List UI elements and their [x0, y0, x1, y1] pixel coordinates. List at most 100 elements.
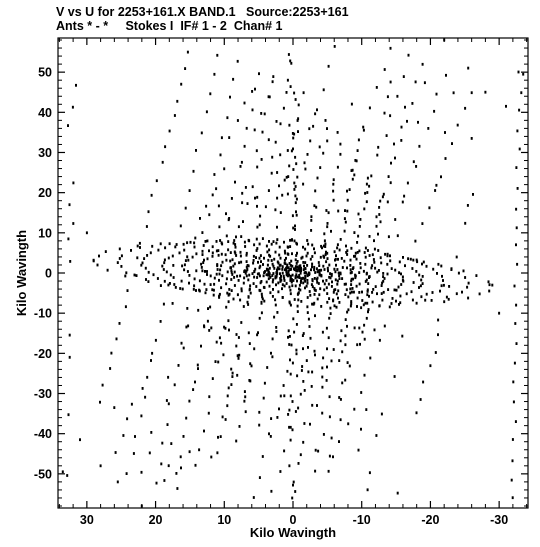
uv-point [365, 182, 368, 186]
uv-point [286, 149, 289, 152]
uv-point [211, 254, 214, 258]
uv-point [198, 288, 201, 292]
uv-point [268, 274, 271, 277]
uv-point [268, 272, 271, 276]
uv-point [255, 256, 257, 259]
uv-point [265, 244, 268, 248]
uv-point [467, 66, 470, 70]
uv-point [269, 276, 272, 279]
uv-point [372, 258, 375, 261]
uv-point [288, 164, 291, 168]
uv-point [263, 256, 265, 260]
uv-point [351, 168, 354, 172]
uv-point [407, 257, 410, 261]
uv-point [316, 176, 319, 180]
uv-point [306, 264, 309, 267]
uv-point [321, 385, 324, 389]
uv-point [414, 80, 417, 84]
uv-point [289, 288, 292, 292]
uv-point [296, 279, 298, 283]
uv-point [248, 342, 251, 345]
uv-point [322, 151, 325, 155]
uv-point [306, 251, 309, 255]
uv-point [271, 280, 274, 284]
uv-point [159, 320, 162, 323]
uv-point [125, 472, 128, 475]
uv-point [411, 102, 414, 105]
uv-point [230, 269, 233, 272]
uv-point [268, 432, 270, 436]
uv-point [347, 308, 350, 312]
uv-point [377, 145, 380, 149]
uv-point [235, 235, 237, 239]
uv-point [350, 300, 353, 303]
uv-point [260, 300, 263, 304]
uv-point [288, 262, 291, 265]
uv-point [441, 274, 443, 278]
uv-point [491, 283, 494, 287]
uv-point [363, 251, 366, 254]
uv-point [350, 283, 353, 286]
uv-point [343, 229, 346, 233]
uv-point [295, 210, 297, 214]
uv-point [389, 181, 392, 185]
uv-point [259, 281, 262, 285]
x-tick-label: 10 [217, 513, 231, 527]
uv-point [240, 287, 243, 291]
uv-point [237, 225, 240, 229]
uv-point [421, 282, 424, 285]
uv-point [400, 272, 402, 276]
uv-point [511, 438, 514, 441]
uv-point [268, 240, 270, 243]
uv-point [286, 252, 289, 256]
uv-point [242, 220, 244, 223]
uv-point [389, 114, 392, 118]
uv-point [299, 264, 302, 268]
uv-point [279, 394, 282, 398]
uv-point [211, 288, 214, 292]
uv-point [285, 91, 288, 94]
uv-point [313, 265, 316, 269]
uv-point [207, 307, 209, 310]
uv-point [277, 290, 280, 294]
uv-point [285, 282, 288, 285]
uv-point [411, 267, 414, 270]
uv-point [230, 278, 233, 281]
uv-point [283, 249, 286, 253]
uv-point [173, 114, 176, 117]
uv-point [118, 257, 121, 260]
uv-point [418, 273, 421, 277]
uv-point [360, 306, 363, 310]
uv-point [349, 304, 352, 308]
uv-point [412, 281, 415, 284]
uv-point [396, 491, 399, 495]
uv-point [303, 264, 305, 268]
uv-point [361, 299, 364, 302]
uv-point [402, 75, 405, 78]
uv-point [336, 243, 339, 247]
uv-point [358, 282, 361, 286]
uv-point [266, 263, 269, 267]
uv-point [383, 277, 386, 280]
uv-point [276, 311, 279, 314]
uv-point [256, 333, 259, 337]
uv-point [178, 251, 181, 255]
uv-point [293, 91, 296, 95]
uv-point [197, 367, 199, 370]
uv-point [328, 297, 331, 300]
uv-point [124, 305, 127, 309]
uv-point [322, 433, 325, 436]
uv-point [364, 262, 367, 266]
uv-point [292, 168, 295, 171]
uv-point [382, 290, 385, 294]
uv-point [292, 147, 294, 151]
uv-point [68, 355, 71, 359]
uv-point [79, 438, 81, 442]
uv-point [184, 259, 187, 262]
uv-point [370, 266, 373, 270]
uv-point [306, 305, 309, 309]
uv-point [425, 292, 428, 296]
uv-point [317, 282, 320, 285]
uv-point [285, 270, 288, 273]
uv-point [228, 328, 230, 332]
